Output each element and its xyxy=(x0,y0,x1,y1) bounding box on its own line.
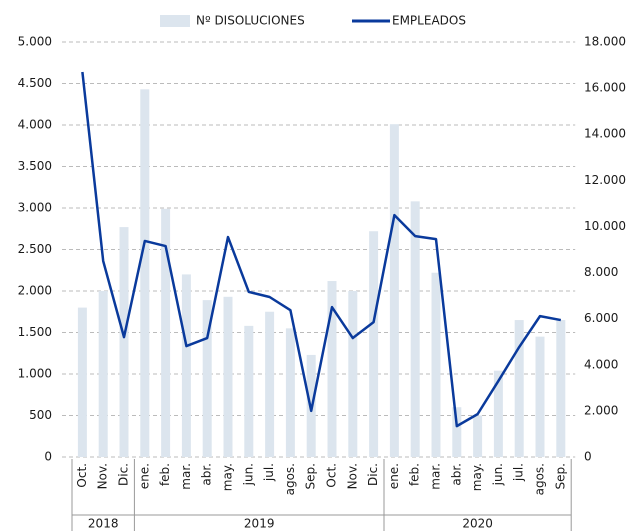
x-tick-label: feb. xyxy=(408,463,422,486)
x-tick-label: abr. xyxy=(449,463,463,486)
x-tick-label: ene. xyxy=(137,463,151,489)
x-tick-label: jun. xyxy=(491,463,505,486)
group-label: 2020 xyxy=(462,517,493,531)
y2-tick-label: 0 xyxy=(584,450,592,464)
x-tick-label: Dic. xyxy=(366,463,380,486)
bar xyxy=(265,311,275,457)
x-tick-label: agos. xyxy=(283,463,297,495)
y2-tick-label: 4.000 xyxy=(584,357,618,371)
bar xyxy=(285,328,295,457)
bar xyxy=(473,415,483,457)
bar xyxy=(369,231,379,457)
x-tick-label: Oct. xyxy=(75,463,89,488)
x-tick-label: Sep. xyxy=(553,463,567,489)
group-label: 2019 xyxy=(244,517,275,531)
bar xyxy=(556,320,566,457)
x-tick-label: may. xyxy=(221,463,235,491)
x-tick-label: may. xyxy=(470,463,484,491)
bar xyxy=(140,89,150,457)
bar xyxy=(327,281,337,457)
bar xyxy=(452,407,462,457)
y2-tick-label: 18.000 xyxy=(584,35,626,49)
bar xyxy=(119,227,129,457)
legend-label: EMPLEADOS xyxy=(392,14,466,28)
bar xyxy=(244,325,254,457)
bar xyxy=(535,336,545,457)
x-tick-label: Nov. xyxy=(96,463,110,489)
y2-tick-label: 8.000 xyxy=(584,265,618,279)
x-tick-label: Dic. xyxy=(117,463,131,486)
y2-tick-label: 2.000 xyxy=(584,403,618,417)
y-tick-label: 4.000 xyxy=(18,118,52,132)
bar xyxy=(389,124,399,458)
y2-tick-label: 14.000 xyxy=(584,127,626,141)
x-tick-label: mar. xyxy=(179,463,193,490)
group-label: 2018 xyxy=(88,517,119,531)
y-tick-label: 2.500 xyxy=(18,242,52,256)
y-tick-label: 1.500 xyxy=(18,325,52,339)
x-tick-label: ene. xyxy=(387,463,401,489)
x-tick-label: Sep. xyxy=(304,463,318,489)
bar xyxy=(77,307,87,457)
bar xyxy=(161,208,171,457)
y-tick-label: 4.500 xyxy=(18,76,52,90)
y-tick-label: 500 xyxy=(29,408,52,422)
y-tick-label: 1.000 xyxy=(18,367,52,381)
y2-tick-label: 12.000 xyxy=(584,173,626,187)
bar xyxy=(431,272,441,457)
y-tick-label: 3.500 xyxy=(18,159,52,173)
y2-tick-label: 10.000 xyxy=(584,219,626,233)
bar xyxy=(410,201,420,457)
x-tick-label: Oct. xyxy=(325,463,339,488)
y-tick-label: 0 xyxy=(44,450,52,464)
y-tick-label: 5.000 xyxy=(18,35,52,49)
bar xyxy=(514,320,524,457)
x-tick-label: jul. xyxy=(512,463,526,482)
bar xyxy=(493,370,503,457)
y-tick-label: 2.000 xyxy=(18,284,52,298)
bar xyxy=(202,300,212,457)
x-tick-label: jul. xyxy=(262,463,276,482)
bar xyxy=(181,274,191,457)
y2-tick-label: 6.000 xyxy=(584,311,618,325)
x-tick-label: jun. xyxy=(241,463,255,486)
x-tick-label: abr. xyxy=(200,463,214,486)
y-tick-label: 3.000 xyxy=(18,201,52,215)
y2-tick-label: 16.000 xyxy=(584,81,626,95)
bar xyxy=(348,291,358,457)
bar xyxy=(223,296,233,457)
legend-swatch xyxy=(160,15,190,27)
x-tick-label: feb. xyxy=(158,463,172,486)
legend-label: Nº DISOLUCIONES xyxy=(196,14,305,28)
x-tick-label: mar. xyxy=(429,463,443,490)
bar xyxy=(98,291,108,457)
line xyxy=(81,71,562,428)
x-tick-label: Nov. xyxy=(345,463,359,489)
x-tick-label: agos. xyxy=(533,463,547,495)
